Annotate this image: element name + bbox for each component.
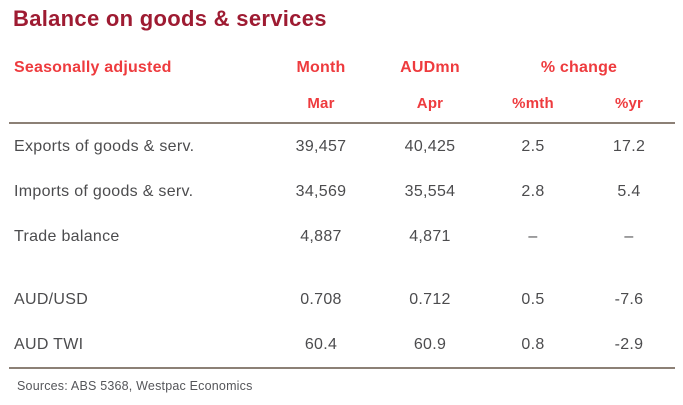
cell-pct-yr: 5.4 xyxy=(617,182,641,200)
cell-mar: 60.4 xyxy=(265,322,377,369)
header-audmn: AUDmn xyxy=(400,59,460,76)
cell-pct-yr: – xyxy=(624,227,634,245)
cell-pct-yr: 17.2 xyxy=(612,137,646,155)
cell-pct-yr: -2.9 xyxy=(583,322,676,369)
header-sub-row: Mar Apr %mth %yr xyxy=(9,85,676,124)
header-empty-cell xyxy=(9,85,265,124)
row-label: Exports of goods & serv. xyxy=(14,137,195,155)
header-pct-yr: %yr xyxy=(583,85,676,124)
table-row-trade-balance: Trade balance 4,887 4,871 – – xyxy=(9,214,675,259)
cell-apr: 35,554 xyxy=(404,182,456,200)
table-row-imports: Imports of goods & serv. 34,569 35,554 2… xyxy=(9,169,675,214)
cell-mar: 39,457 xyxy=(295,137,347,155)
header-pct-change: % change xyxy=(540,59,618,76)
header-pct-mth: %mth xyxy=(483,85,583,124)
sources-note: Sources: ABS 5368, Westpac Economics xyxy=(17,379,253,393)
page-title: Balance on goods & services xyxy=(13,6,327,31)
table-row-aud-twi: AUD TWI 60.4 60.9 0.8 -2.9 xyxy=(9,322,676,369)
cell-pct-mth: 2.8 xyxy=(521,182,545,200)
cell-mar: 34,569 xyxy=(295,182,347,200)
table-row-aud-usd: AUD/USD 0.708 0.712 0.5 -7.6 xyxy=(9,277,675,322)
header-group-row: Seasonally adjusted Month AUDmn % change xyxy=(9,51,675,85)
cell-apr: 40,425 xyxy=(404,137,456,155)
cell-apr: 0.712 xyxy=(409,290,451,308)
table-body: Exports of goods & serv. 39,457 40,425 2… xyxy=(9,123,676,369)
table-row-exports: Exports of goods & serv. 39,457 40,425 2… xyxy=(9,123,675,169)
cell-pct-yr: -7.6 xyxy=(614,290,644,308)
row-label: AUD TWI xyxy=(9,322,265,369)
cell-apr: 60.9 xyxy=(377,322,483,369)
cell-pct-mth: 0.5 xyxy=(521,290,545,308)
group-spacer-row xyxy=(9,259,675,277)
cell-mar: 0.708 xyxy=(300,290,342,308)
cell-mar: 4,887 xyxy=(300,227,342,245)
spacer-cell xyxy=(9,259,675,277)
balance-table: Seasonally adjusted Month AUDmn % change… xyxy=(9,51,676,369)
header-seasonally-adjusted: Seasonally adjusted xyxy=(14,59,172,76)
row-label: Trade balance xyxy=(14,227,120,245)
header-month: Month xyxy=(296,59,346,76)
header-mar: Mar xyxy=(265,85,377,124)
cell-pct-mth: – xyxy=(528,227,538,245)
cell-pct-mth: 2.5 xyxy=(521,137,545,155)
cell-apr: 4,871 xyxy=(409,227,451,245)
header-apr: Apr xyxy=(377,85,483,124)
cell-pct-mth: 0.8 xyxy=(483,322,583,369)
row-label: AUD/USD xyxy=(14,290,89,308)
table-header: Seasonally adjusted Month AUDmn % change… xyxy=(9,51,676,124)
row-label: Imports of goods & serv. xyxy=(14,182,194,200)
